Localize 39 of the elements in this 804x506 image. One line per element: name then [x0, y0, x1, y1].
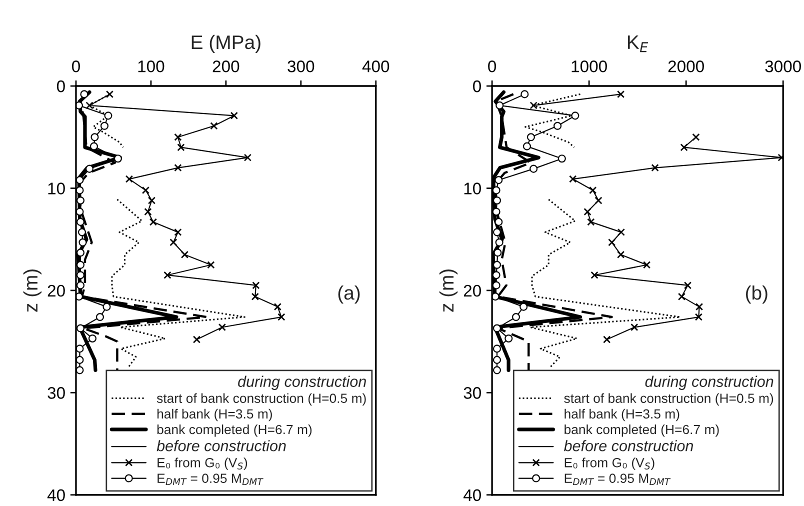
x-tick-label: 0 [488, 60, 496, 72]
annotation: (a) [338, 285, 360, 304]
y-axis-title: z (m) [439, 270, 458, 312]
x-axis-title: K$_{E}$ [628, 36, 648, 52]
y-tick-label: 0 [473, 80, 481, 92]
y-tick-label: 20 [464, 284, 481, 297]
legend-label: half bank (H=3.5 m) [564, 408, 680, 422]
legend-title: during construction [645, 376, 774, 390]
annotation: before construction [156, 440, 286, 452]
x-tick-label: 3000 [765, 60, 801, 72]
legend-label: start of bank construction (H=0.5 m) [564, 393, 774, 406]
legend-label: E₀ from G₀ (V$_{S}$) [564, 458, 654, 470]
x-tick-label: 1000 [572, 60, 607, 72]
y-tick-label: 40 [463, 489, 481, 502]
y-axis-title: z (m) [23, 270, 42, 312]
legend-title: during construction [238, 376, 366, 390]
legend-label: E$_{DMT}$ = 0.95 M$_{DMT}$ [158, 474, 264, 486]
annotation: before construction [564, 440, 694, 452]
legend-label: bank completed (H=6.7 m) [157, 424, 312, 437]
y-tick-label: 30 [464, 387, 481, 399]
y-tick-label: 10 [48, 182, 65, 194]
legend-label: bank completed (H=6.7 m) [564, 424, 719, 437]
x-tick-label: 2000 [668, 60, 704, 72]
x-tick-label: 200 [212, 60, 240, 72]
y-tick-label: 20 [48, 284, 65, 297]
y-tick-label: 10 [464, 182, 481, 194]
legend-label: half bank (H=3.5 m) [157, 408, 272, 422]
y-tick-label: 40 [47, 489, 65, 502]
x-tick-label: 300 [288, 60, 314, 72]
y-tick-label: 0 [56, 80, 65, 92]
annotation: (b) [746, 285, 768, 304]
x-tick-label: 400 [362, 60, 390, 72]
legend-label: E$_{DMT}$ = 0.95 M$_{DMT}$ [564, 474, 671, 486]
x-tick-label: 100 [138, 60, 164, 72]
legend-label: E₀ from G₀ (V$_{S}$) [158, 458, 248, 470]
y-tick-label: 30 [48, 387, 65, 399]
x-axis-title: E (MPa) [192, 34, 260, 53]
legend-label: start of bank construction (H=0.5 m) [156, 393, 366, 406]
x-tick-label: 0 [72, 60, 80, 72]
